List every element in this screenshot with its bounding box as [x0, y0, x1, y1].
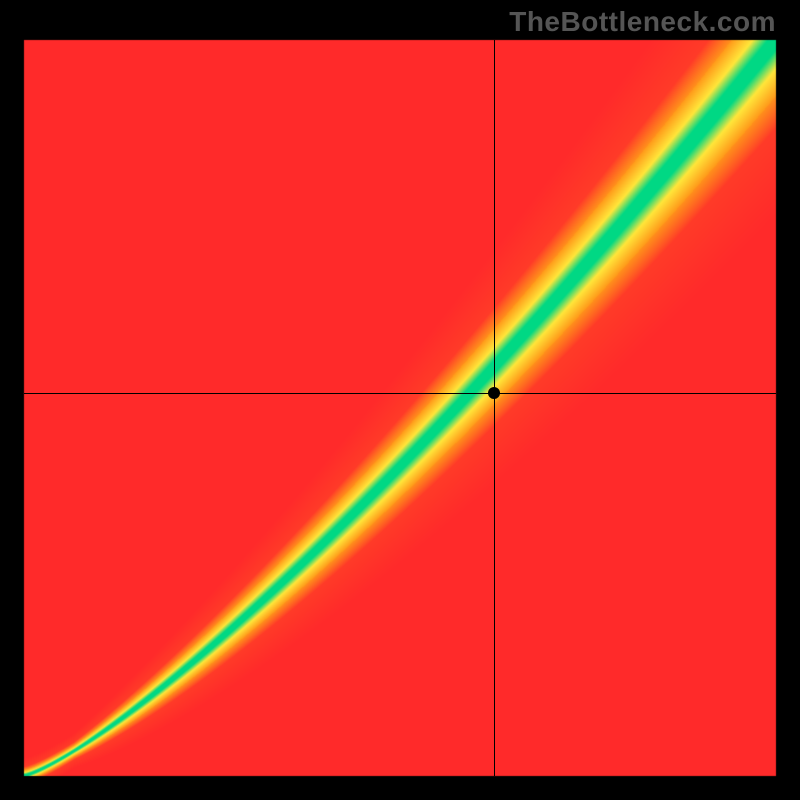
crosshair-horizontal: [24, 393, 776, 394]
bottleneck-heatmap: [0, 0, 800, 800]
watermark-text: TheBottleneck.com: [509, 6, 776, 38]
crosshair-marker: [488, 387, 500, 399]
crosshair-vertical: [494, 40, 495, 776]
